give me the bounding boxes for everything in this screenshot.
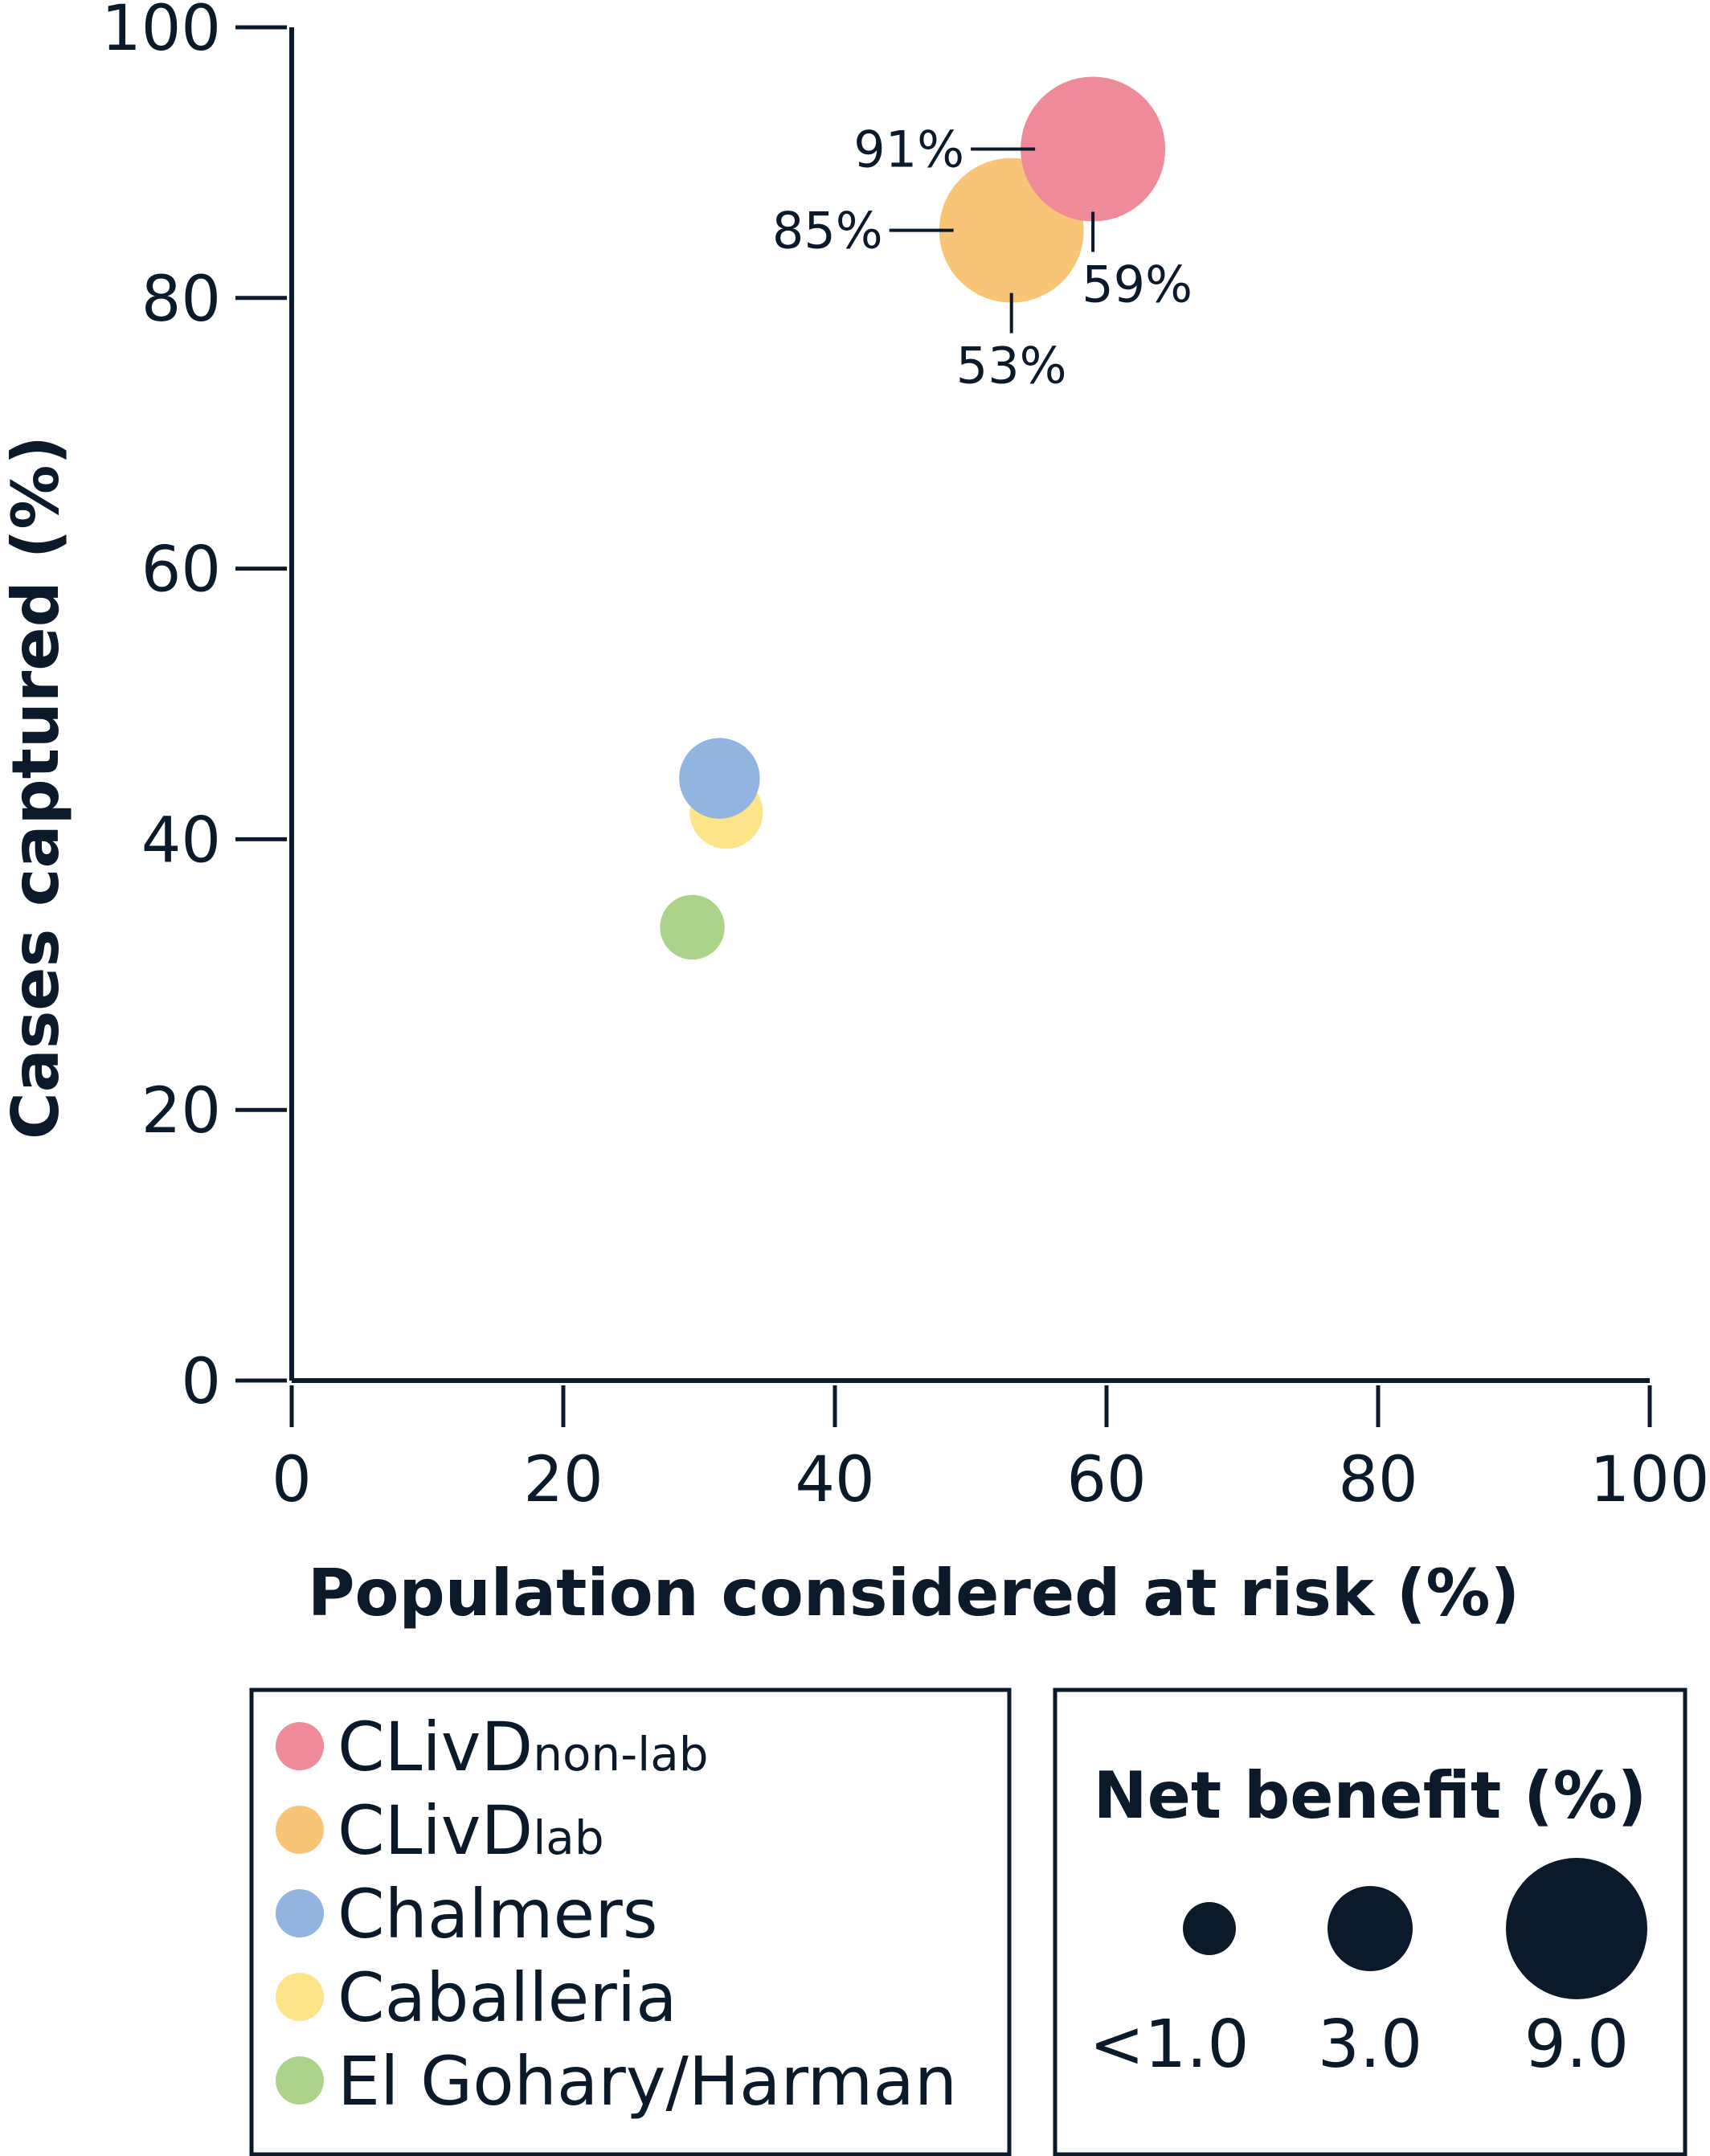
x-tick-label: 60 [1066, 1444, 1146, 1516]
x-value-label: 59% [1082, 256, 1192, 314]
series-legend: CLivDnon-labCLivDlabChalmersCaballeriaEl… [249, 1688, 1012, 2156]
size-legend: Net benefit (%) <1.0 3.0 9.0 [1053, 1688, 1688, 2156]
x-tick-label: 0 [272, 1444, 312, 1516]
y-tick-label: 0 [181, 1346, 221, 1418]
y-tick-label: 80 [141, 264, 221, 336]
point-annotations: 91% 59% 85% 53% [772, 121, 1192, 395]
size-legend-label: 9.0 [1524, 2007, 1629, 2083]
size-legend-bubble [1506, 1858, 1647, 1999]
y-tick-label: 100 [101, 0, 221, 65]
x-tick-label: 40 [795, 1444, 874, 1516]
legend-label: Caballeria [338, 1958, 677, 2037]
y-tick-label: 40 [141, 804, 221, 877]
legend-swatch [276, 1722, 324, 1770]
legend-label: El Gohary/Harman [338, 2042, 957, 2121]
legend-swatch [276, 1889, 324, 1937]
x-tick-label: 80 [1338, 1444, 1418, 1516]
y-axis-title: Cases captured (%) [0, 436, 73, 1139]
legend-label: Chalmers [338, 1875, 658, 1953]
size-legend-bubble [1328, 1886, 1413, 1971]
bubble-chalmers [679, 738, 760, 819]
axes: 0 20 40 60 80 100 0 20 40 60 80 100 [101, 0, 1709, 1516]
size-legend-label: <1.0 [1089, 2007, 1249, 2083]
legend-swatch [276, 1973, 324, 2021]
bubble-el-gohary-harman [660, 894, 725, 960]
y-value-label: 85% [772, 202, 883, 260]
x-tick-label: 100 [1590, 1444, 1710, 1516]
x-tick-label: 20 [523, 1444, 603, 1516]
y-tick-label: 20 [141, 1075, 221, 1148]
x-axis-title: Population considered at risk (%) [308, 1556, 1520, 1630]
y-tick-label: 60 [141, 534, 221, 607]
x-value-label: 53% [956, 337, 1067, 395]
data-points [660, 76, 1166, 960]
bubble-clivd-non-lab [1021, 76, 1166, 222]
y-value-label: 91% [853, 121, 964, 179]
legend-swatch [276, 2056, 324, 2105]
legend-subscript: lab [533, 1810, 603, 1865]
legend-swatch [276, 1806, 324, 1854]
size-legend-bubble [1183, 1902, 1236, 1955]
size-legend-title: Net benefit (%) [1094, 1758, 1647, 1833]
size-legend-label: 3.0 [1318, 2007, 1422, 2083]
series-legend-box [249, 1688, 1012, 2156]
legend-subscript: non-lab [533, 1727, 708, 1782]
